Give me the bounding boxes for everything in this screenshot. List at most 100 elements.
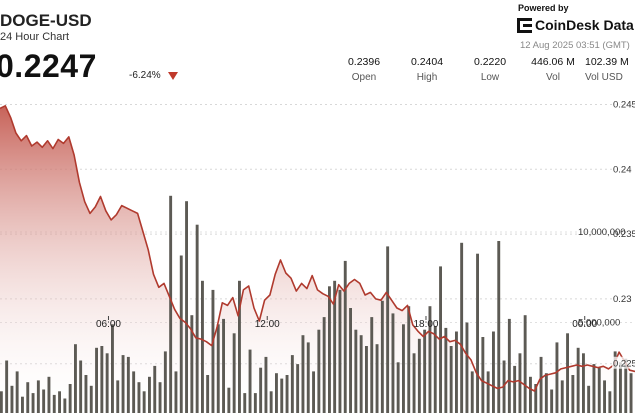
volume-bar: [227, 387, 231, 413]
volume-bar: [465, 322, 469, 413]
stat-vol-value: 446.06 M: [531, 56, 575, 68]
stat-vol-usd-label: Vol USD: [585, 72, 623, 83]
volume-bar: [259, 367, 263, 413]
chart-subtitle: 24 Hour Chart: [0, 31, 70, 43]
volume-bar: [507, 318, 511, 413]
volume-bar: [0, 391, 3, 413]
volume-bar: [285, 375, 289, 413]
volume-bar: [333, 280, 337, 413]
volume-bar: [126, 356, 130, 413]
volume-bar: [169, 195, 173, 413]
price-tick-bg: [612, 162, 635, 175]
volume-bar: [105, 353, 109, 413]
stat-low-label: Low: [480, 72, 500, 83]
price-tick-label: 0.235: [613, 229, 635, 240]
volume-bar: [359, 335, 363, 413]
volume-bar: [624, 358, 628, 413]
volume-bar: [386, 246, 390, 413]
volume-bar: [306, 342, 310, 413]
price-tick-label: 0.24: [613, 164, 632, 175]
powered-by-label: Powered by: [518, 3, 569, 13]
price-tick-label: 0.23: [613, 294, 632, 305]
volume-bar: [31, 393, 35, 413]
volume-bar: [402, 324, 405, 413]
volume-bar: [275, 373, 278, 413]
volume-bar: [375, 344, 379, 413]
volume-bar: [63, 398, 67, 413]
volume-bar: [111, 324, 114, 413]
volume-bar: [174, 371, 178, 413]
volume-bar: [5, 360, 9, 413]
volume-bar: [248, 349, 252, 413]
volume-bar: [206, 375, 210, 413]
volume-bar: [370, 317, 374, 413]
stat-open-label: Open: [351, 72, 377, 83]
volume-bar: [142, 391, 146, 413]
volume-bar: [354, 329, 358, 413]
volume-bar: [380, 300, 384, 413]
price-tick-bg: [612, 291, 635, 304]
volume-bar: [497, 241, 501, 413]
volume-bar: [211, 289, 215, 413]
price-tick-bg: [612, 97, 635, 110]
volume-bar: [317, 329, 321, 413]
volume-bar: [423, 329, 427, 413]
volume-bar: [253, 393, 257, 413]
volume-bar: [148, 376, 151, 413]
price-tick-label: 0.245: [613, 99, 635, 110]
volume-bar: [100, 346, 104, 413]
down-arrow-icon: [168, 72, 178, 80]
volume-bar: [566, 333, 569, 413]
volume-bar: [238, 280, 241, 413]
volume-bar: [36, 380, 40, 413]
volume-bar: [158, 382, 162, 413]
pair-title: DOGE-USD: [0, 11, 92, 30]
volume-bar: [486, 371, 490, 413]
volume-bar: [629, 373, 633, 413]
volume-bar: [201, 280, 204, 413]
stat-high-value: 0.2404: [410, 56, 444, 68]
volume-bar: [232, 333, 236, 413]
volume-bar: [544, 373, 548, 413]
stat-open: 0.2396 Open: [334, 56, 394, 83]
time-tick-label: 06:00: [96, 319, 121, 330]
volume-bar: [153, 365, 157, 413]
volume-bar: [216, 324, 220, 413]
volume-bar: [84, 375, 88, 413]
volume-bar: [439, 266, 442, 413]
volume-bar: [597, 367, 601, 413]
volume-bar: [455, 331, 458, 413]
volume-bar: [608, 391, 612, 413]
volume-bar: [68, 384, 72, 413]
volume-bar: [322, 317, 326, 413]
stat-vol: 446.06 M Vol: [523, 56, 583, 83]
stat-high-label: High: [416, 72, 438, 83]
volume-bar: [539, 356, 543, 413]
volume-bar: [312, 371, 315, 413]
volume-bar: [587, 385, 591, 413]
volume-bar: [518, 353, 522, 413]
time-tick-label: 00:00: [572, 319, 597, 330]
volume-bar: [571, 375, 575, 413]
volume-bar: [338, 289, 342, 413]
volume-bar: [582, 353, 585, 413]
volume-bar: [47, 376, 51, 413]
volume-bar: [365, 346, 368, 413]
brand-name: CoinDesk Data: [535, 17, 634, 33]
volume-bar: [10, 385, 14, 413]
volume-bar: [74, 344, 77, 413]
volume-bar: [391, 313, 395, 413]
volume-bar: [264, 356, 268, 413]
volume-bar: [619, 362, 622, 413]
volume-bar: [550, 389, 554, 413]
volume-bar: [343, 260, 347, 413]
volume-bar: [95, 347, 98, 413]
time-tick-label: 12:00: [255, 319, 280, 330]
volume-bar: [529, 376, 532, 413]
volume-bar: [523, 315, 527, 413]
volume-bar: [116, 380, 120, 413]
volume-bar: [613, 351, 617, 413]
volume-bar: [349, 308, 352, 413]
coindesk-logo-icon: [517, 17, 532, 33]
